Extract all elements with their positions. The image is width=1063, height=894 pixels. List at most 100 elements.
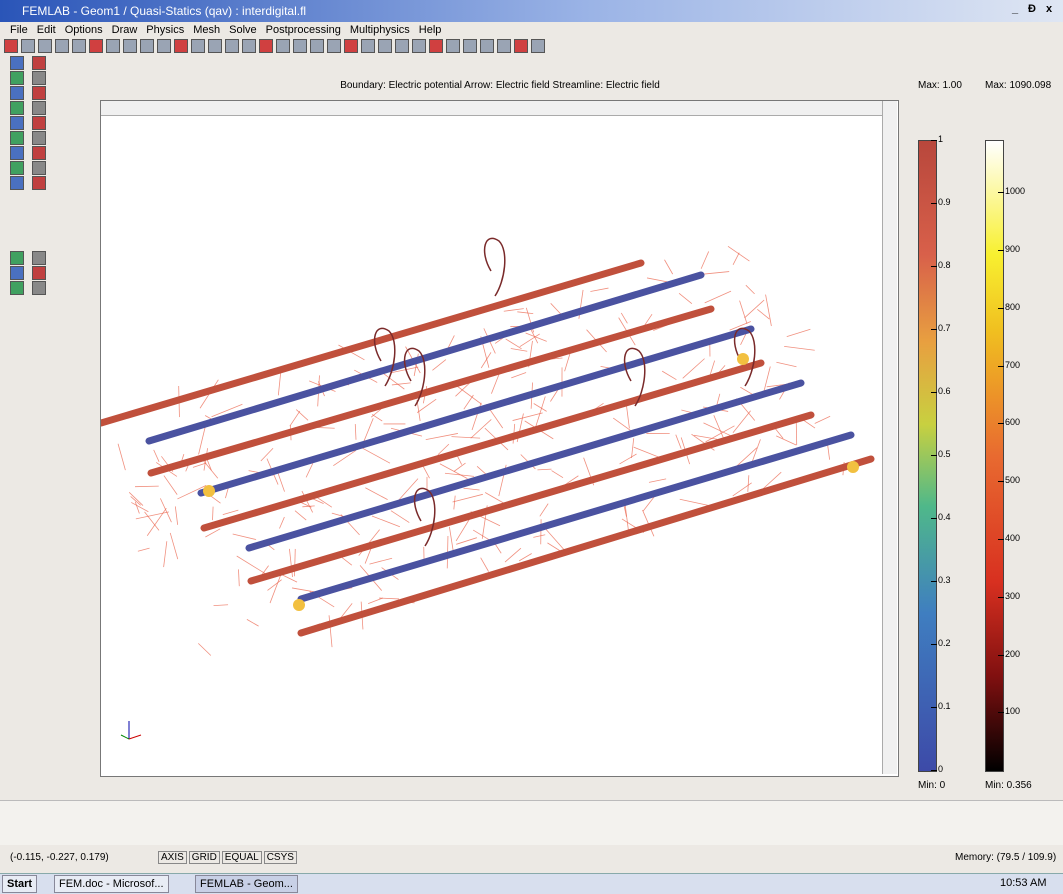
tool-button[interactable] — [157, 39, 171, 53]
tool-button[interactable] — [10, 281, 24, 295]
tool-button[interactable] — [293, 39, 307, 53]
tool-button[interactable] — [10, 176, 24, 190]
tool-button[interactable] — [327, 39, 341, 53]
tool-button[interactable] — [10, 56, 24, 70]
menu-item[interactable]: Edit — [37, 24, 56, 36]
tool-button[interactable] — [242, 39, 256, 53]
field-arrow — [533, 535, 545, 538]
field-arrow — [295, 511, 306, 520]
maximize[interactable]: Đ — [1028, 3, 1036, 15]
field-arrow — [537, 469, 551, 470]
tool-button[interactable] — [395, 39, 409, 53]
tool-button[interactable] — [208, 39, 222, 53]
tool-button[interactable] — [32, 86, 46, 100]
tool-button[interactable] — [10, 86, 24, 100]
menu-item[interactable]: Mesh — [193, 24, 220, 36]
tool-button[interactable] — [174, 39, 188, 53]
tool-button[interactable] — [310, 39, 324, 53]
tool-button[interactable] — [32, 266, 46, 280]
menu-item[interactable]: Draw — [112, 24, 138, 36]
tool-button[interactable] — [4, 39, 18, 53]
tool-button[interactable] — [225, 39, 239, 53]
field-arrow — [664, 260, 672, 274]
colorbar — [918, 140, 937, 772]
field-arrow — [815, 416, 830, 423]
menu-item[interactable]: Postprocessing — [266, 24, 341, 36]
field-arrow — [748, 475, 749, 492]
tool-button[interactable] — [10, 131, 24, 145]
tool-button[interactable] — [32, 116, 46, 130]
field-arrow — [160, 498, 171, 522]
tool-button[interactable] — [378, 39, 392, 53]
tool-button[interactable] — [89, 39, 103, 53]
field-arrow — [676, 435, 681, 449]
close[interactable]: x — [1046, 3, 1052, 15]
toggle-button[interactable]: EQUAL — [222, 851, 262, 864]
field-arrow — [680, 499, 710, 505]
taskbar: Start FEM.doc - Microsof... FEMLAB - Geo… — [0, 873, 1063, 894]
tool-button[interactable] — [429, 39, 443, 53]
tool-button[interactable] — [32, 131, 46, 145]
tool-button[interactable] — [259, 39, 273, 53]
colorbar-tick — [931, 392, 937, 393]
tool-button[interactable] — [10, 116, 24, 130]
tool-button[interactable] — [10, 266, 24, 280]
tool-button[interactable] — [32, 101, 46, 115]
tool-button[interactable] — [531, 39, 545, 53]
menu-item[interactable]: Multiphysics — [350, 24, 410, 36]
tool-button[interactable] — [344, 39, 358, 53]
field-arrow — [355, 424, 356, 440]
tool-button[interactable] — [55, 39, 69, 53]
tool-button[interactable] — [32, 281, 46, 295]
tool-button[interactable] — [361, 39, 375, 53]
tool-button[interactable] — [412, 39, 426, 53]
tool-button[interactable] — [106, 39, 120, 53]
toggle-button[interactable]: AXIS — [158, 851, 187, 864]
field-arrow — [590, 288, 608, 291]
tool-button[interactable] — [480, 39, 494, 53]
electrode — [149, 275, 701, 441]
tool-button[interactable] — [463, 39, 477, 53]
task-button[interactable]: FEM.doc - Microsof... — [54, 875, 169, 893]
coordinates: (-0.115, -0.227, 0.179) — [10, 852, 109, 863]
tool-button[interactable] — [10, 101, 24, 115]
tool-button[interactable] — [10, 251, 24, 265]
tool-button[interactable] — [10, 146, 24, 160]
colorbar-tick — [931, 644, 937, 645]
tool-button[interactable] — [10, 161, 24, 175]
tool-button[interactable] — [514, 39, 528, 53]
field-arrow — [278, 473, 284, 491]
tool-button[interactable] — [191, 39, 205, 53]
tool-button[interactable] — [72, 39, 86, 53]
colorbar-tick — [931, 266, 937, 267]
tool-button[interactable] — [497, 39, 511, 53]
tool-button[interactable] — [21, 39, 35, 53]
tool-button[interactable] — [123, 39, 137, 53]
menu-item[interactable]: Solve — [229, 24, 257, 36]
field-arrow — [296, 410, 308, 421]
tool-button[interactable] — [32, 176, 46, 190]
v-scrollbar[interactable] — [882, 101, 897, 774]
toggle-button[interactable]: CSYS — [264, 851, 297, 864]
start-button[interactable]: Start — [2, 875, 37, 893]
tool-button[interactable] — [38, 39, 52, 53]
tool-button[interactable] — [32, 56, 46, 70]
tool-button[interactable] — [32, 71, 46, 85]
menu-item[interactable]: Physics — [146, 24, 184, 36]
menu-item[interactable]: Options — [65, 24, 103, 36]
minimize[interactable]: _ — [1012, 3, 1018, 15]
toggle-button[interactable]: GRID — [189, 851, 220, 864]
tool-button[interactable] — [32, 161, 46, 175]
field-arrow — [268, 580, 282, 591]
menu-item[interactable]: File — [10, 24, 28, 36]
electrode — [151, 309, 711, 473]
tool-button[interactable] — [32, 251, 46, 265]
tool-button[interactable] — [140, 39, 154, 53]
tool-button[interactable] — [10, 71, 24, 85]
tool-button[interactable] — [32, 146, 46, 160]
menu-item[interactable]: Help — [419, 24, 442, 36]
tool-button[interactable] — [446, 39, 460, 53]
field-arrow — [505, 548, 521, 562]
task-button[interactable]: FEMLAB - Geom... — [195, 875, 298, 893]
tool-button[interactable] — [276, 39, 290, 53]
